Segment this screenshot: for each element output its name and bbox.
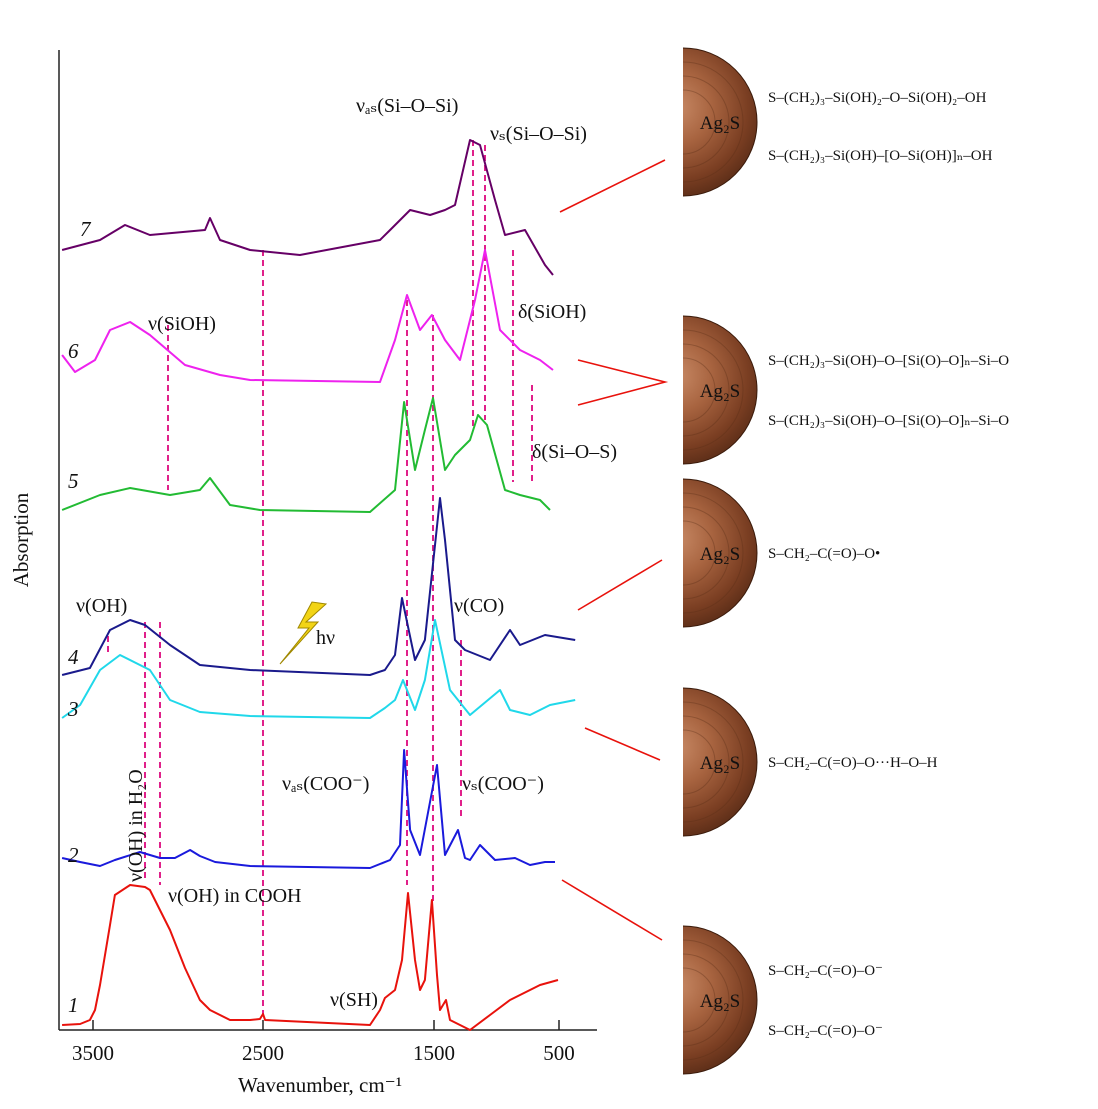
particle-shell (683, 953, 730, 1047)
spectrum-line (61, 749, 555, 869)
x-tick-label: 1500 (413, 1041, 455, 1065)
spectrum-line (61, 619, 576, 719)
particle-shell (683, 61, 744, 183)
structure: Ag₂S S–CH₂–C(=O)–O⁻ S–CH₂–C(=O)–O⁻ (683, 925, 883, 1075)
particle-shell (683, 492, 744, 614)
annotation: νₛ(Si–O–Si) (490, 123, 587, 145)
spectrum-line (62, 884, 559, 1031)
particle-body (683, 687, 758, 837)
guide-lines (107, 140, 533, 1020)
structure: Ag₂S S–CH₂–C(=O)–O• (683, 478, 880, 628)
spectrum-line (61, 249, 554, 383)
series-label: 5 (68, 469, 79, 493)
particle (683, 47, 758, 197)
particle-shell (683, 506, 730, 600)
particle-label: Ag₂S (700, 753, 740, 774)
particle-shell (683, 939, 744, 1061)
spectrum-line (61, 497, 576, 676)
annotation: ν(OH) in H₂O (125, 769, 147, 882)
series-label: 4 (68, 645, 79, 669)
spectrum-line (61, 397, 551, 513)
particle-body (683, 315, 758, 465)
chain-formula: S–(CH₂)₃–Si(OH)–[O–Si(OH)]ₙ–OH (768, 148, 993, 164)
annotation: ν(OH) (76, 595, 127, 617)
structure: Ag₂S S–(CH₂)₃–Si(OH)₂–O–Si(OH)₂–OH S–(CH₂)… (683, 47, 993, 197)
particle-shell (683, 729, 716, 795)
particle-label: Ag₂S (700, 113, 740, 134)
annotation: νₛ(COO⁻) (462, 773, 544, 795)
annotation: ν(CO) (454, 595, 504, 617)
series-label: 1 (68, 993, 79, 1017)
particle-label: Ag₂S (700, 991, 740, 1012)
particle-body (683, 47, 758, 197)
annotation: δ(Si–O–S) (532, 441, 617, 463)
particle-body (683, 478, 758, 628)
chain-formula: S–(CH₂)₃–Si(OH)–O–[Si(O)–O]ₙ–Si–O (768, 413, 1009, 429)
x-tick-label: 3500 (72, 1041, 114, 1065)
particle (683, 925, 758, 1075)
annotation: νₐₛ(COO⁻) (282, 773, 369, 795)
annotation: hν (316, 627, 335, 649)
light-icon (279, 601, 328, 665)
series-label: 2 (68, 843, 79, 867)
x-axis-label: Wavenumber, cm⁻¹ (238, 1073, 402, 1097)
x-tick-label: 500 (543, 1041, 575, 1065)
chain-formula: S–(CH₂)₃–Si(OH)–O–[Si(O)–O]ₙ–Si–O (768, 353, 1009, 369)
particle-shell (683, 701, 744, 823)
chain-formula: S–CH₂–C(=O)–O⁻ (768, 1023, 883, 1039)
y-axis-label: Absorption (9, 492, 33, 587)
series-label: 3 (67, 697, 79, 721)
chain-formula: S–CH₂–C(=O)–O• (768, 546, 880, 562)
series-label: 7 (80, 217, 92, 241)
structure: Ag₂S S–(CH₂)₃–Si(OH)–O–[Si(O)–O]ₙ–Si–O S–(… (683, 315, 1009, 465)
particle-shell (683, 715, 730, 809)
particle (683, 687, 758, 837)
x-tick-label: 2500 (242, 1041, 284, 1065)
spectrum-line (61, 139, 554, 276)
particle (683, 315, 758, 465)
connectors (559, 159, 669, 941)
particle-shell (683, 89, 716, 155)
structure: Ag₂S S–CH₂–C(=O)–O···H–O–H (683, 687, 938, 837)
particle-label: Ag₂S (700, 544, 740, 565)
particle-shell (683, 75, 730, 169)
annotation: νₐₛ(Si–O–Si) (356, 95, 458, 117)
annotation: ν(SiOH) (148, 313, 216, 335)
chain-formula: S–CH₂–C(=O)–O···H–O–H (768, 755, 938, 771)
particle (683, 478, 758, 628)
annotation: ν(OH) in COOH (168, 885, 301, 907)
particle-shell (683, 357, 716, 423)
particle-body (683, 925, 758, 1075)
annotation: δ(SiOH) (518, 301, 586, 323)
particle-shell (683, 329, 744, 451)
series-label: 6 (68, 339, 79, 363)
chain-formula: S–CH₂–C(=O)–O⁻ (768, 963, 883, 979)
particle-label: Ag₂S (700, 381, 740, 402)
particle-shell (683, 967, 716, 1033)
chain-formula: S–(CH₂)₃–Si(OH)₂–O–Si(OH)₂–OH (768, 90, 987, 106)
annotation: ν(SH) (330, 989, 378, 1011)
particle-shell (683, 520, 716, 586)
particle-shell (683, 343, 730, 437)
